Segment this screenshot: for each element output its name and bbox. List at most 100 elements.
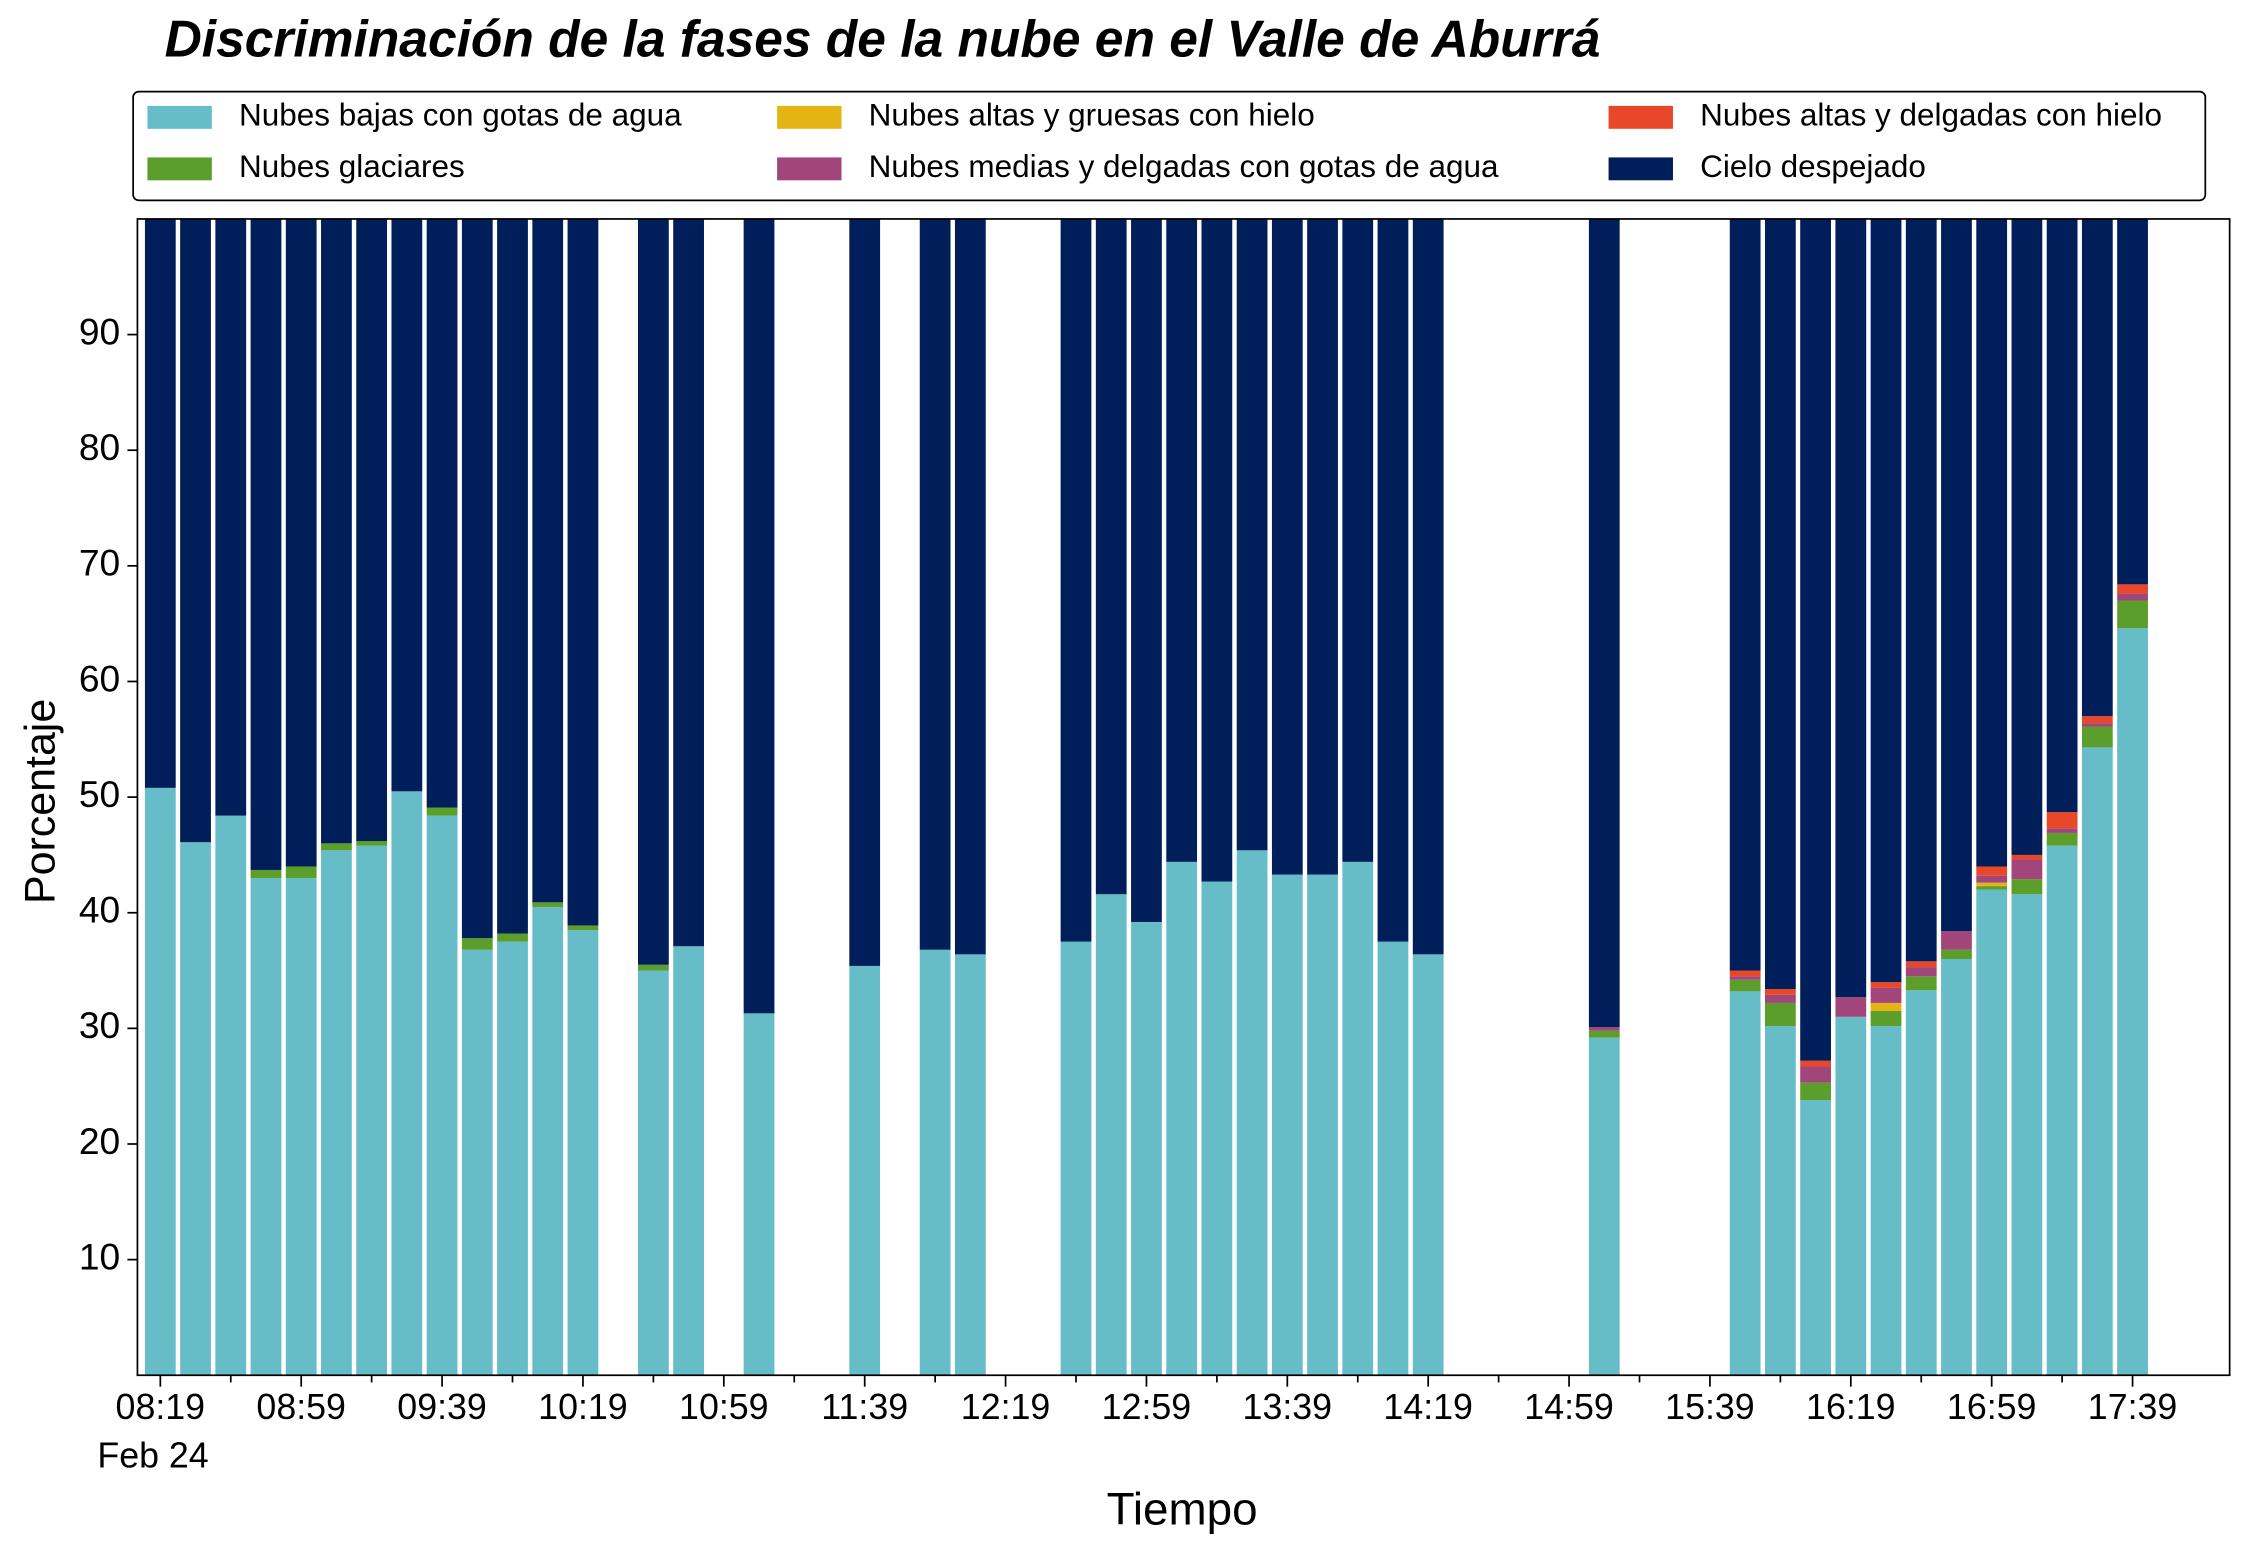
bar-segment: [1271, 874, 1303, 1376]
x-tick-label: 12:59: [1102, 1387, 1192, 1427]
bar-segment: [1588, 1037, 1620, 1376]
bar-segment: [1412, 218, 1444, 955]
bar-segment: [461, 938, 493, 950]
bar-segment: [1095, 218, 1127, 895]
bar-segment: [1729, 979, 1761, 992]
bar-segment: [321, 843, 352, 851]
bar-segment: [1976, 875, 2008, 883]
bar-segment: [1236, 218, 1268, 851]
bar-segment: [285, 866, 317, 879]
bar-segment: [426, 815, 458, 1376]
x-tick-label: 10:59: [679, 1387, 769, 1427]
bar-segment: [285, 218, 317, 867]
bar-segment: [321, 218, 352, 844]
bar-segment: [673, 218, 704, 947]
bar-segment: [1870, 982, 1902, 988]
bar-segment: [1588, 1027, 1620, 1031]
bar-segment: [1800, 1100, 1831, 1376]
bar-segment: [532, 218, 564, 903]
bar-segment: [1271, 218, 1303, 875]
bar-segment: [1729, 976, 1761, 980]
bar-segment: [1976, 886, 2008, 890]
bar-segment: [638, 218, 669, 965]
bar-segment: [250, 878, 282, 1376]
bar-segment: [144, 787, 176, 1376]
bar-segment: [1166, 861, 1198, 1376]
bar-segment: [567, 218, 599, 926]
bar-segment: [2011, 894, 2043, 1376]
bar-segment: [1131, 218, 1162, 922]
x-tick-label: 08:19: [116, 1387, 206, 1427]
y-tick-label: 50: [79, 773, 120, 815]
legend-box: [132, 90, 2207, 202]
bar-segment: [1060, 941, 1092, 1376]
bar-segment: [954, 218, 986, 955]
bar-segment: [567, 925, 599, 931]
bar-segment: [1941, 931, 1972, 950]
bar-segment: [1342, 218, 1374, 862]
bar-segment: [2046, 828, 2078, 833]
bar-segment: [743, 1013, 775, 1376]
bar-segment: [1905, 990, 1937, 1376]
bar-segment: [1905, 218, 1937, 962]
y-tick-label: 80: [79, 426, 120, 468]
legend-swatch: [147, 105, 212, 129]
bar-segment: [954, 954, 986, 1376]
bar-segment: [919, 949, 951, 1376]
bar-segment: [1236, 850, 1268, 1376]
legend-label: Nubes altas y delgadas con hielo: [1700, 98, 2162, 133]
bar-segment: [1729, 218, 1761, 971]
bar-segment: [391, 218, 423, 792]
bar-segment: [1976, 889, 2008, 1376]
bar-segment: [1835, 1016, 1867, 1376]
bar-segment: [1201, 881, 1233, 1376]
bar-segment: [250, 218, 282, 870]
bar-segment: [1870, 1026, 1902, 1376]
legend-swatch: [1608, 157, 1673, 181]
bar-segment: [2081, 723, 2113, 727]
bar-segment: [1588, 1030, 1620, 1038]
bar-segment: [2081, 747, 2113, 1376]
y-tick-label: 90: [79, 310, 120, 352]
legend-label: Nubes medias y delgadas con gotas de agu…: [869, 149, 1499, 184]
y-axis-label: Porcentaje: [16, 699, 64, 904]
bar-segment: [1976, 882, 2008, 887]
bar-segment: [1941, 958, 1972, 1376]
x-tick-label: 10:19: [538, 1387, 628, 1427]
chart-title: Discriminación de la fases de la nube en…: [165, 10, 1601, 68]
bar-segment: [356, 218, 388, 842]
bar-segment: [743, 218, 775, 1014]
bar-segment: [215, 218, 247, 816]
bar-segment: [180, 218, 211, 843]
bar-segment: [144, 218, 176, 788]
y-tick-label: 60: [79, 657, 120, 699]
x-tick-label: 12:19: [961, 1387, 1051, 1427]
bar-segment: [1764, 994, 1796, 1003]
bar-segment: [1976, 218, 2008, 867]
x-tick-label: 16:59: [1947, 1387, 2037, 1427]
bar-segment: [497, 218, 528, 934]
bar-segment: [638, 964, 669, 971]
bar-segment: [1588, 218, 1620, 1028]
bar-segment: [1377, 218, 1409, 942]
bar-segment: [1835, 218, 1867, 998]
bar-segment: [919, 218, 951, 950]
x-tick-label: 08:59: [256, 1387, 346, 1427]
legend-label: Nubes altas y gruesas con hielo: [869, 98, 1315, 133]
bar-segment: [2117, 600, 2148, 629]
bar-segment: [426, 218, 458, 808]
bar-segment: [2011, 859, 2043, 880]
x-tick-label: 13:39: [1243, 1387, 1333, 1427]
bar-segment: [1201, 218, 1233, 882]
bar-segment: [461, 949, 493, 1376]
bar-segment: [1870, 987, 1902, 1003]
bar-segment: [567, 930, 599, 1376]
legend-swatch: [147, 157, 212, 181]
bar-segment: [250, 869, 282, 879]
bar-segment: [1412, 954, 1444, 1376]
bar-segment: [391, 791, 423, 1376]
bar-segment: [2117, 218, 2148, 585]
bar-segment: [1870, 218, 1902, 983]
bar-segment: [1800, 1060, 1831, 1067]
